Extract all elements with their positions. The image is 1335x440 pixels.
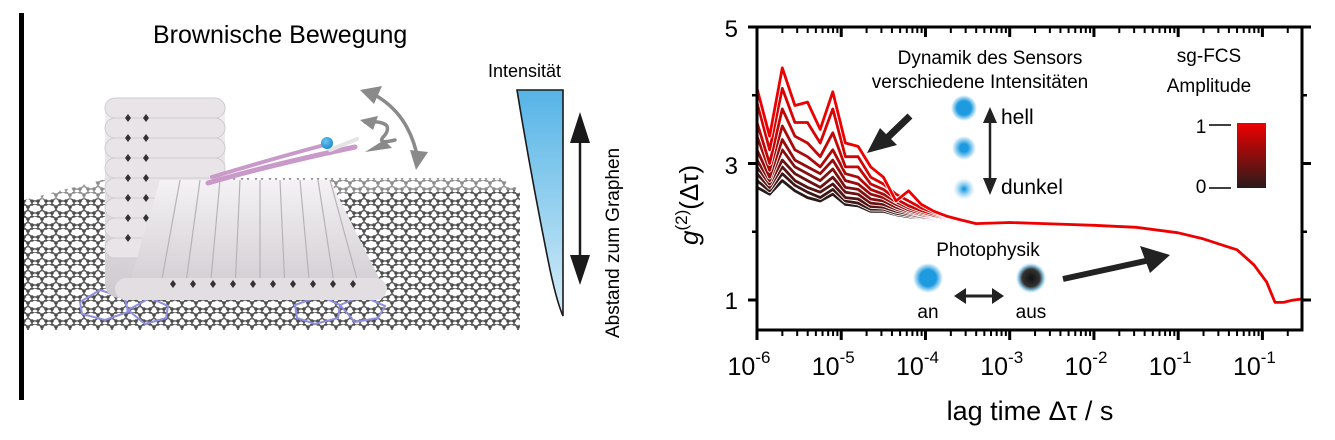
- series-layer: [757, 65, 1302, 307]
- ticks-layer: [748, 25, 1311, 340]
- x-tick-label: 10-3: [980, 348, 1023, 381]
- colorbar: [1237, 123, 1266, 188]
- x-tick-label: 10-1: [1233, 348, 1276, 381]
- colorbar-max-label: 1: [1196, 117, 1207, 138]
- x-axis-title: lag time Δτ / s: [947, 396, 1114, 426]
- annotation-an: an: [917, 302, 938, 323]
- annotation-dynamik-line1: Dynamik des Sensors: [898, 48, 1083, 69]
- x-tick-label: 10-5: [812, 348, 855, 381]
- bright-dot-icon: [951, 95, 977, 121]
- svg-text:g(2)(Δτ): g(2)(Δτ): [672, 165, 704, 245]
- x-tick-labels: 10-6 10-5 10-4 10-3 10-2 10-1 10-1: [728, 348, 1276, 381]
- series-line-amplitude-1-0: [757, 66, 1302, 304]
- colorbar-min-label: 0: [1196, 177, 1207, 198]
- x-tick-label: 10-4: [896, 348, 939, 381]
- illustration-title: Brownische Bewegung: [153, 21, 407, 49]
- medium-dot-icon: [952, 136, 976, 160]
- arrowhead: [360, 116, 378, 130]
- x-tick-label: 10-1: [1149, 348, 1192, 381]
- annotation-dynamik-line2: verschiedene Intensitäten: [872, 72, 1089, 93]
- arrow-to-dynamics: [867, 113, 913, 153]
- brownian-motion-illustration: Brownische Bewegung: [24, 21, 624, 338]
- off-dot-icon: [1015, 262, 1047, 294]
- panel-divider: [19, 13, 24, 200]
- arrowhead: [410, 150, 428, 170]
- x-tick-label: 10-2: [1064, 348, 1107, 381]
- colorbar-title-line1: sg-FCS: [1177, 46, 1241, 67]
- intensity-label: Intensität: [488, 61, 561, 81]
- annotation-dunkel: dunkel: [1001, 176, 1063, 199]
- y-tick-label: 5: [725, 16, 738, 43]
- plot-frame: [755, 25, 1304, 332]
- dna-pointer-strand: [205, 137, 359, 186]
- x-tick-label: 10-6: [728, 348, 771, 381]
- y-axis-title-arg: (Δτ): [674, 165, 704, 210]
- dim-dot-icon: [953, 178, 975, 200]
- y-tick-label: 3: [725, 153, 738, 180]
- on-off-double-arrow: [954, 288, 1004, 304]
- distance-label: Abstand zum Graphen: [603, 148, 624, 338]
- g2-chart: 5 3 1 g(2)(Δτ) 10-6 10-5 10-4 10-3 10-2 10-1 1…: [672, 16, 1311, 426]
- dna-origami-base: [115, 179, 387, 300]
- y-axis-title-base: g: [674, 230, 704, 245]
- fluorophore-bead: [321, 137, 333, 149]
- intensity-profile: [516, 89, 564, 317]
- on-dot-icon: [913, 263, 943, 293]
- arrow-to-photophysics: [1062, 246, 1170, 282]
- brightness-double-arrow: [983, 107, 997, 195]
- annotation-aus: aus: [1016, 302, 1047, 323]
- distance-double-arrow: [570, 112, 590, 285]
- arrowhead: [365, 140, 392, 152]
- y-axis-title: g(2)(Δτ): [672, 165, 704, 245]
- colorbar-title-line2: Amplitude: [1167, 76, 1252, 97]
- panel-divider-lower: [19, 200, 24, 400]
- y-tick-label: 1: [725, 288, 738, 315]
- y-axis-title-sup: (2): [672, 210, 691, 231]
- annotation-photophysik: Photophysik: [936, 240, 1040, 261]
- annotation-hell: hell: [1001, 106, 1034, 129]
- arrowhead: [360, 86, 382, 104]
